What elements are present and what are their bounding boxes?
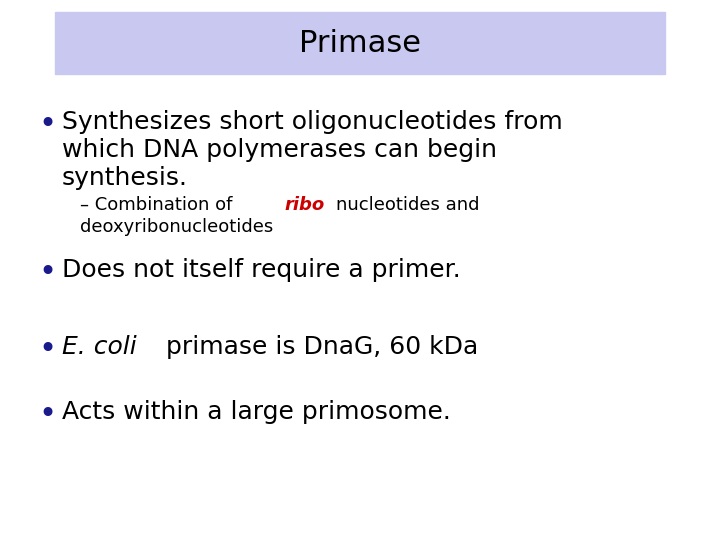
Bar [55,12,665,74]
Text: •: • [38,110,56,139]
Text: synthesis.: synthesis. [62,166,188,190]
Text: Synthesizes short oligonucleotides from: Synthesizes short oligonucleotides from [62,110,563,134]
Text: which DNA polymerases can begin: which DNA polymerases can begin [62,138,497,162]
Text: •: • [38,335,56,364]
Text: E. coli: E. coli [62,335,137,359]
Text: Primase: Primase [299,29,421,57]
Text: ribo: ribo [284,196,324,214]
Text: Acts within a large primosome.: Acts within a large primosome. [62,400,451,424]
Text: Does not itself require a primer.: Does not itself require a primer. [62,258,461,282]
Text: – Combination of: – Combination of [80,196,238,214]
Text: nucleotides and: nucleotides and [336,196,480,214]
Text: primase is DnaG, 60 kDa: primase is DnaG, 60 kDa [158,335,479,359]
Text: •: • [38,258,56,287]
Text: deoxyribonucleotides: deoxyribonucleotides [80,218,274,236]
Text: •: • [38,400,56,429]
